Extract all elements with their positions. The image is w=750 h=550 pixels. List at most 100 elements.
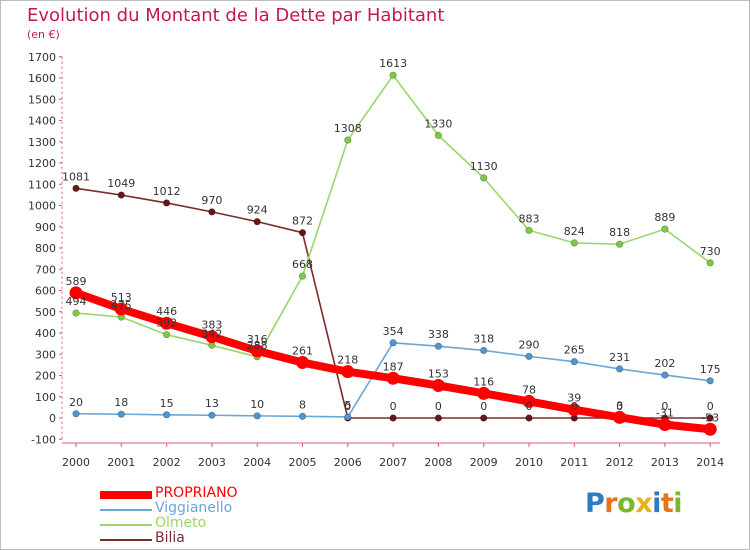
- data-label-propriano: 261: [292, 345, 313, 358]
- data-point-viggianello: [72, 410, 80, 418]
- logo-letter: t: [660, 488, 674, 519]
- data-point-olmeto: [389, 71, 397, 79]
- data-label-viggianello: 18: [114, 396, 128, 409]
- y-tick-label: 0: [49, 412, 56, 425]
- data-label-propriano: 383: [201, 319, 222, 332]
- data-label-bilia: 0: [344, 400, 351, 413]
- x-tick-label: 2007: [379, 456, 407, 469]
- data-point-olmeto: [661, 225, 669, 233]
- data-label-propriano: -53: [701, 411, 719, 424]
- data-label-bilia: 872: [292, 215, 313, 228]
- x-tick-label: 2013: [651, 456, 679, 469]
- data-label-propriano: 513: [111, 291, 132, 304]
- x-tick-label: 2010: [515, 456, 543, 469]
- data-label-olmeto: 1613: [379, 57, 407, 70]
- data-label-bilia: 0: [661, 400, 668, 413]
- x-tick-label: 2009: [470, 456, 498, 469]
- x-tick-label: 2011: [560, 456, 588, 469]
- data-point-viggianello: [163, 411, 171, 419]
- data-point-propriano: [703, 422, 717, 436]
- data-point-olmeto: [72, 309, 80, 317]
- legend-label-olmeto: Olmeto: [155, 515, 207, 531]
- data-label-propriano: 589: [66, 275, 87, 288]
- legend-swatch-viggianello: [100, 509, 152, 511]
- x-tick-label: 2002: [153, 456, 181, 469]
- data-label-olmeto: 475: [111, 299, 132, 312]
- data-label-olmeto: 288: [247, 339, 268, 352]
- data-label-viggianello: 20: [69, 396, 83, 409]
- logo-letter: i: [673, 488, 683, 519]
- data-label-viggianello: 290: [519, 338, 540, 351]
- data-point-bilia: [706, 414, 714, 422]
- data-point-viggianello: [706, 377, 714, 385]
- data-label-viggianello: 318: [473, 332, 494, 345]
- data-point-viggianello: [615, 365, 624, 373]
- data-point-propriano: [205, 330, 219, 344]
- data-label-propriano: 153: [428, 367, 449, 380]
- data-point-bilia: [525, 414, 533, 422]
- proxiti-logo: Proxiti: [585, 488, 683, 519]
- data-label-olmeto: 824: [564, 225, 585, 238]
- y-tick-label: 1600: [28, 72, 56, 85]
- data-point-viggianello: [389, 339, 397, 347]
- data-point-propriano: [69, 286, 83, 300]
- data-label-viggianello: 8: [299, 398, 306, 411]
- logo-letter: x: [635, 488, 653, 519]
- data-label-propriano: 218: [337, 354, 358, 367]
- data-label-olmeto: 818: [609, 226, 630, 239]
- data-label-propriano: 446: [156, 305, 177, 318]
- data-label-propriano: -31: [656, 407, 674, 420]
- data-point-olmeto: [525, 226, 533, 234]
- data-label-olmeto: 392: [156, 317, 177, 330]
- data-point-viggianello: [434, 342, 443, 350]
- data-label-bilia: 0: [571, 400, 578, 413]
- data-label-bilia: 924: [247, 204, 268, 217]
- y-tick-label: -100: [31, 433, 56, 446]
- data-point-propriano: [522, 394, 536, 408]
- y-tick-label: 1400: [28, 115, 56, 128]
- logo-letter: i: [652, 488, 661, 519]
- data-label-bilia: 0: [616, 400, 623, 413]
- data-point-propriano: [567, 403, 581, 417]
- data-label-propriano: 39: [567, 392, 581, 405]
- data-point-bilia: [163, 199, 171, 207]
- data-label-olmeto: 342: [201, 327, 222, 340]
- y-tick-label: 900: [35, 221, 56, 234]
- x-tick-label: 2008: [424, 456, 452, 469]
- data-point-propriano: [613, 410, 627, 424]
- data-label-olmeto: 1130: [470, 160, 498, 173]
- data-point-propriano: [160, 316, 174, 330]
- data-point-viggianello: [344, 413, 352, 421]
- data-point-propriano: [386, 371, 400, 385]
- data-label-viggianello: 15: [160, 397, 174, 410]
- data-point-olmeto: [298, 272, 307, 280]
- y-tick-label: 100: [35, 391, 56, 404]
- data-label-viggianello: 265: [564, 344, 585, 357]
- data-label-olmeto: 1308: [334, 122, 362, 135]
- y-tick-label: 1000: [28, 200, 56, 213]
- y-tick-label: 1300: [28, 136, 56, 149]
- data-label-propriano: 116: [473, 375, 494, 388]
- data-point-propriano: [341, 365, 355, 379]
- data-label-propriano: 316: [247, 333, 268, 346]
- legend-label-viggianello: Viggianello: [155, 500, 233, 516]
- data-label-olmeto: 1330: [424, 117, 452, 130]
- x-tick-label: 2000: [62, 456, 90, 469]
- data-point-bilia: [389, 414, 397, 422]
- data-point-viggianello: [661, 371, 669, 379]
- logo-letter: r: [604, 488, 618, 519]
- y-tick-label: 700: [35, 263, 56, 276]
- data-point-bilia: [72, 184, 80, 192]
- data-label-propriano: 187: [383, 360, 404, 373]
- data-point-olmeto: [434, 131, 443, 139]
- legend-swatch-olmeto: [100, 524, 152, 526]
- data-point-viggianello: [298, 412, 307, 420]
- data-point-olmeto: [706, 259, 714, 267]
- data-point-viggianello: [480, 346, 488, 355]
- logo-letter: o: [617, 488, 636, 519]
- data-label-viggianello: 13: [205, 397, 219, 410]
- y-tick-label: 200: [35, 370, 56, 383]
- data-point-viggianello: [208, 411, 216, 419]
